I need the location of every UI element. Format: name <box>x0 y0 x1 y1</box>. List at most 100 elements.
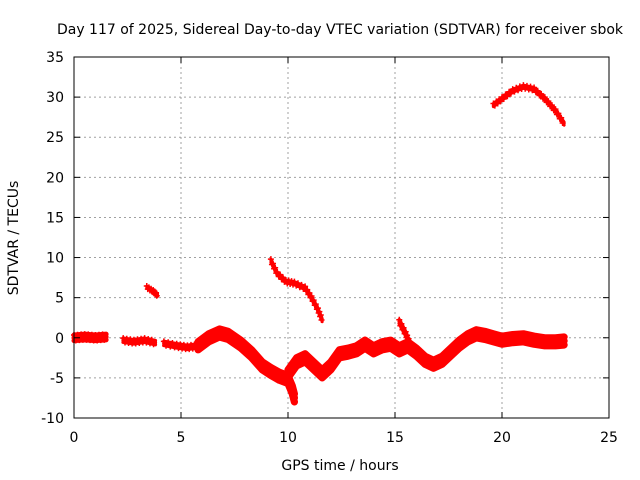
data-point <box>257 364 264 371</box>
data-point <box>487 329 494 336</box>
data-point <box>308 293 315 300</box>
data-point <box>209 329 216 336</box>
data-point <box>306 289 313 296</box>
data-point <box>402 328 409 335</box>
data-point <box>486 337 493 344</box>
y-tick-label: 35 <box>46 50 64 66</box>
data-point <box>207 337 214 344</box>
data-point <box>377 347 384 354</box>
data-point <box>289 368 296 375</box>
data-point <box>153 292 160 299</box>
y-tick-label: 25 <box>46 130 64 146</box>
data-point <box>285 366 291 373</box>
data-point <box>494 339 501 346</box>
data-point <box>312 301 319 308</box>
data-point <box>229 331 236 338</box>
data-point <box>287 379 294 386</box>
data-point <box>255 354 262 361</box>
data-point <box>211 336 218 343</box>
data-point <box>559 120 566 127</box>
data-point <box>235 343 242 350</box>
data-point <box>101 336 108 343</box>
plot-frame <box>73 56 610 419</box>
data-point <box>523 82 530 89</box>
data-point <box>350 343 357 350</box>
data-point <box>146 340 153 347</box>
data-point <box>280 378 287 385</box>
data-point <box>344 345 351 352</box>
data-point <box>558 114 565 121</box>
data-point <box>326 368 333 375</box>
data-point <box>527 83 534 90</box>
data-point <box>237 337 244 344</box>
data-point <box>404 332 411 339</box>
data-point <box>504 93 511 100</box>
data-point <box>327 358 334 365</box>
data-point <box>291 278 298 285</box>
data-point <box>239 346 246 353</box>
data-point <box>318 316 325 323</box>
data-point <box>99 331 106 338</box>
x-tick-label: 15 <box>386 430 404 446</box>
data-point <box>253 360 260 367</box>
data-point <box>233 334 240 341</box>
y-tick-label: 0 <box>55 331 64 347</box>
data-point <box>558 334 565 341</box>
data-point <box>520 82 527 89</box>
data-point <box>309 298 316 305</box>
x-tick-label: 20 <box>493 430 511 446</box>
data-point <box>290 358 297 365</box>
y-tick-label: 15 <box>46 210 64 226</box>
data-point <box>248 346 255 353</box>
data-point <box>496 332 503 339</box>
x-tick-label: 0 <box>70 430 79 446</box>
data-point <box>231 340 238 347</box>
data-point <box>141 335 148 342</box>
data-point <box>250 356 257 363</box>
data-point <box>245 343 252 350</box>
x-tick-label: 10 <box>279 430 297 446</box>
data-point <box>246 353 253 360</box>
data-point <box>219 326 226 333</box>
data-point <box>552 106 559 113</box>
data-point <box>271 265 278 272</box>
data-point <box>294 280 301 287</box>
data-point <box>167 343 174 350</box>
y-tick-label: -10 <box>41 411 64 427</box>
data-point <box>298 281 305 288</box>
data-point <box>279 370 286 377</box>
data-point <box>481 328 488 335</box>
data-point <box>349 352 356 359</box>
data-point <box>304 286 311 293</box>
data-point <box>286 372 293 379</box>
y-tick-label: 10 <box>46 251 64 267</box>
data-point <box>493 331 500 338</box>
y-tick-label: 20 <box>46 170 64 186</box>
data-point <box>150 341 157 348</box>
data-point <box>216 325 223 332</box>
data-point <box>545 98 552 105</box>
data-point <box>541 94 548 101</box>
data-point <box>148 336 155 343</box>
data-point <box>196 345 203 352</box>
grid <box>74 57 609 418</box>
data-point <box>290 388 297 395</box>
y-axis-title: SDTVAR / TECUs <box>6 181 22 296</box>
data-point <box>507 90 514 97</box>
data-point <box>205 330 212 337</box>
data-point <box>497 98 504 105</box>
data-point <box>520 330 527 337</box>
data-point <box>267 256 274 263</box>
data-point <box>527 332 534 339</box>
data-point <box>347 344 354 351</box>
data-point <box>252 350 259 357</box>
data-point <box>291 397 298 404</box>
data-point <box>169 339 176 346</box>
data-point <box>333 350 340 357</box>
data-point <box>329 364 336 371</box>
data-point <box>490 330 497 337</box>
data-point <box>217 334 224 341</box>
data-point <box>555 110 562 117</box>
